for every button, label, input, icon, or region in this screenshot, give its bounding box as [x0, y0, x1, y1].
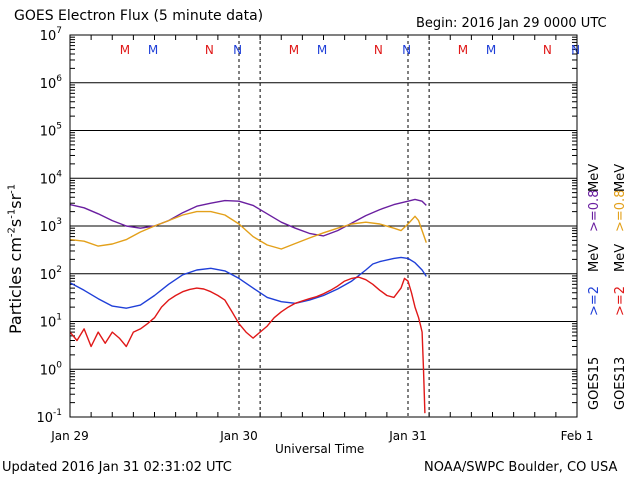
series-line — [69, 198, 427, 237]
local-time-marker: N — [233, 43, 242, 57]
legend-goes15-08mev-unit: MeV — [587, 163, 602, 192]
legend-goes15-2mev-unit: MeV — [587, 243, 602, 272]
y-tick-label: 103 — [40, 217, 62, 235]
x-tick-label: Jan 31 — [388, 429, 427, 443]
legend-goes13: GOES13 — [613, 356, 628, 410]
local-time-marker: N — [543, 43, 552, 57]
x-tick-label: Feb 1 — [561, 429, 594, 443]
y-tick-label: 107 — [40, 26, 62, 44]
chart-grid — [70, 35, 577, 417]
y-tick-label: 105 — [40, 122, 62, 140]
y-tick-label: 106 — [40, 74, 63, 92]
local-time-marker: M — [486, 43, 496, 57]
y-tick-label: 10-1 — [36, 408, 62, 426]
local-time-marker: M — [458, 43, 468, 57]
legend-goes15-2mev: >=2 — [587, 285, 602, 316]
local-time-marker: M — [289, 43, 299, 57]
x-axis-title: Universal Time — [275, 442, 365, 456]
legend-goes13-2mev-unit: MeV — [613, 243, 628, 272]
local-time-marker: N — [402, 43, 411, 57]
local-time-marker: M — [148, 43, 158, 57]
data-series — [69, 198, 427, 414]
series-line — [69, 276, 426, 414]
y-tick-label: 104 — [40, 169, 63, 187]
x-tick-label: Jan 30 — [219, 429, 258, 443]
local-time-marker: M — [317, 43, 327, 57]
y-tick-label: 100 — [40, 360, 63, 378]
updated-timestamp: Updated 2016 Jan 31 02:31:02 UTC — [2, 460, 232, 475]
plot-frame — [69, 34, 578, 418]
legend-goes13-08mev: >=0.8 — [613, 189, 628, 232]
legend-goes15: GOES15 — [587, 356, 602, 410]
local-time-marker: N — [205, 43, 214, 57]
series-line — [69, 210, 427, 250]
legend-goes13-08mev-unit: MeV — [613, 163, 628, 192]
legend-goes13-2mev: >=2 — [613, 285, 628, 316]
y-tick-label: 101 — [40, 313, 62, 331]
x-tick-label: Jan 29 — [50, 429, 89, 443]
credit-label: NOAA/SWPC Boulder, CO USA — [424, 460, 618, 475]
local-time-marker: N — [374, 43, 383, 57]
chart-title: GOES Electron Flux (5 minute data) — [14, 8, 264, 24]
begin-time-label: Begin: 2016 Jan 29 0000 UTC — [416, 16, 607, 31]
y-axis-title: Particles cm-2s-1sr-1 — [6, 183, 25, 334]
local-time-marker: N — [571, 43, 580, 57]
legend-goes15-08mev: >=0.8 — [587, 189, 602, 232]
x-tick-labels: Jan 29 Jan 30 Jan 31 Feb 1 — [50, 429, 593, 443]
local-time-marker: M — [120, 43, 130, 57]
y-tick-label: 102 — [40, 265, 62, 283]
series-line — [69, 256, 427, 309]
y-tick-labels: 10-1 100 101 102 103 104 105 106 107 — [36, 26, 62, 426]
